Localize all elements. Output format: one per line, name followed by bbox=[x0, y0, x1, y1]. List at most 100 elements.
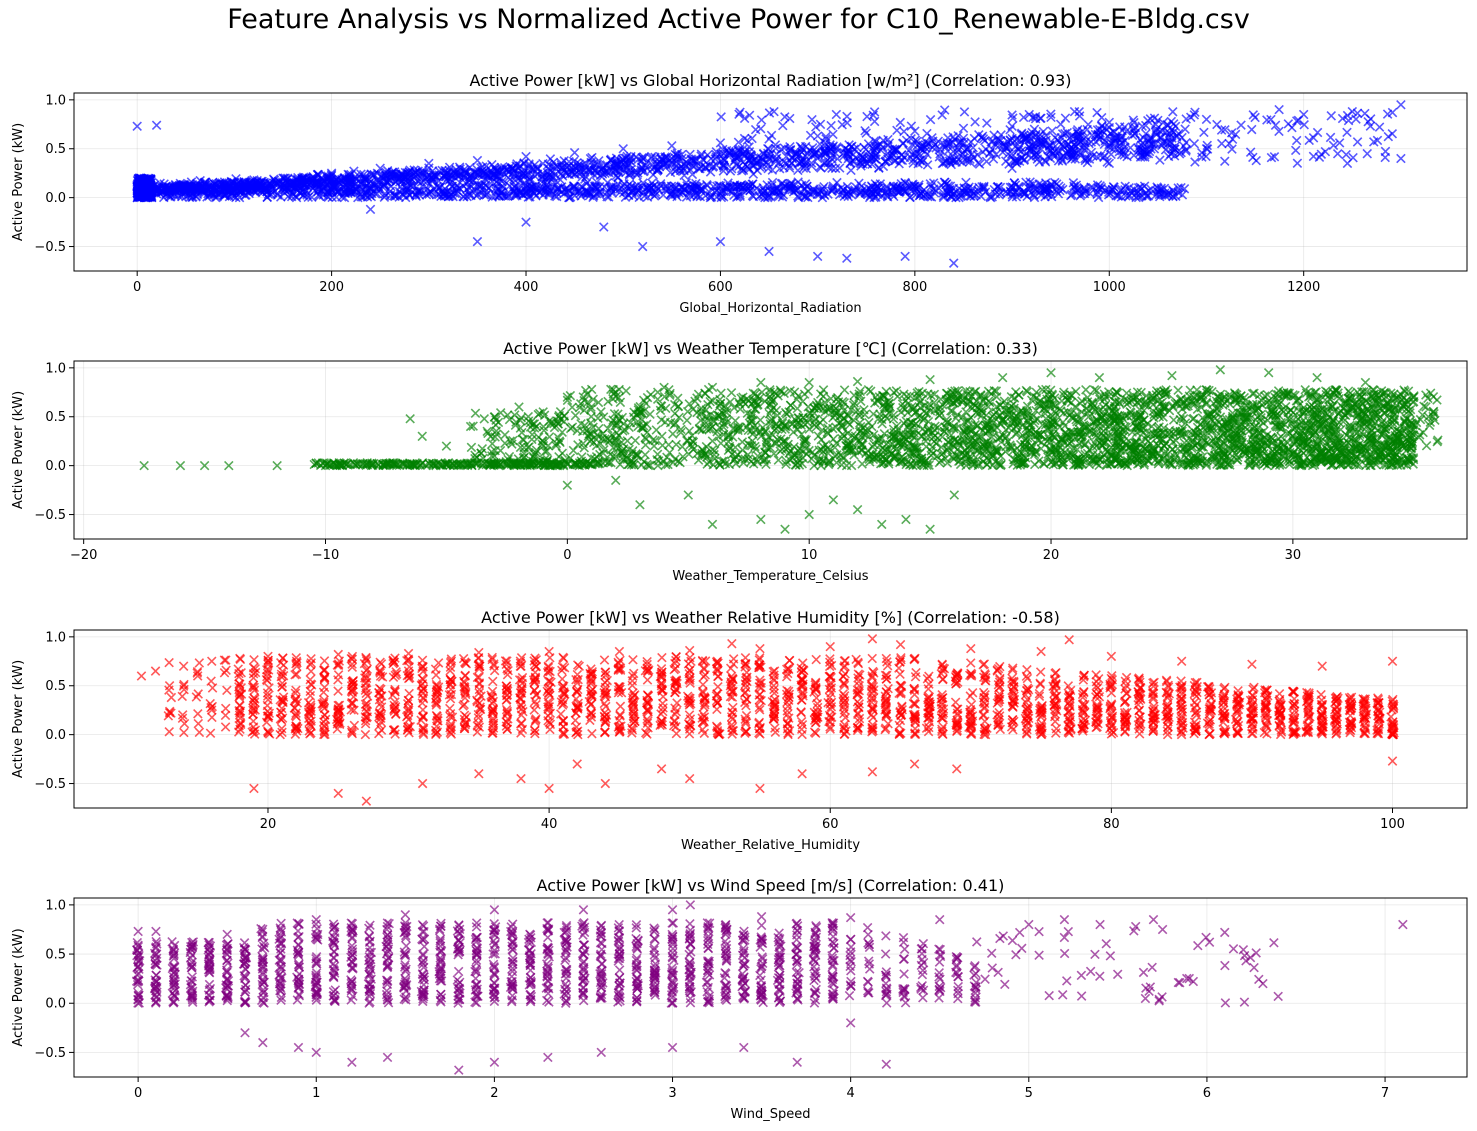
data-point bbox=[557, 427, 567, 437]
data-point bbox=[464, 162, 475, 173]
data-point bbox=[569, 147, 580, 158]
data-point bbox=[672, 148, 683, 159]
data-point bbox=[1069, 106, 1080, 117]
data-point bbox=[925, 114, 936, 125]
data-point bbox=[692, 190, 703, 201]
data-point bbox=[899, 126, 909, 137]
data-point bbox=[1246, 124, 1257, 135]
data-point bbox=[812, 251, 823, 262]
data-point bbox=[763, 163, 773, 174]
data-point bbox=[477, 187, 487, 198]
data-point bbox=[1060, 128, 1070, 139]
data-point bbox=[1024, 131, 1034, 142]
data-point bbox=[948, 258, 959, 268]
data-point bbox=[1152, 182, 1162, 192]
data-point bbox=[219, 191, 230, 201]
data-point bbox=[906, 121, 917, 131]
data-point bbox=[389, 189, 400, 200]
data-point bbox=[810, 148, 821, 158]
x-tick-label: 0 bbox=[133, 280, 141, 295]
data-point bbox=[1220, 156, 1230, 166]
data-point bbox=[265, 179, 275, 189]
data-point bbox=[1055, 119, 1066, 130]
data-point bbox=[842, 111, 852, 122]
data-point bbox=[993, 136, 1003, 146]
data-point bbox=[365, 204, 376, 215]
y-tick-label: −0.5 bbox=[34, 240, 66, 255]
data-point bbox=[1171, 191, 1181, 201]
data-point bbox=[970, 117, 980, 127]
data-point bbox=[900, 251, 910, 262]
data-point bbox=[716, 438, 726, 449]
data-point bbox=[1168, 107, 1178, 117]
data-point bbox=[826, 120, 836, 131]
data-point bbox=[1116, 192, 1127, 202]
data-point bbox=[1190, 157, 1200, 167]
data-point bbox=[521, 185, 531, 196]
data-point bbox=[955, 187, 965, 198]
data-point bbox=[898, 138, 909, 148]
data-point bbox=[646, 153, 656, 163]
data-point bbox=[706, 192, 717, 202]
data-point bbox=[472, 168, 483, 178]
data-point bbox=[1342, 127, 1352, 138]
data-point bbox=[272, 190, 283, 200]
data-point bbox=[1179, 184, 1190, 194]
data-point bbox=[719, 162, 729, 173]
data-point bbox=[621, 386, 631, 396]
data-point bbox=[487, 159, 497, 170]
data-point bbox=[431, 190, 442, 200]
scatter-series bbox=[132, 99, 1406, 268]
data-point bbox=[648, 169, 658, 180]
data-point bbox=[922, 128, 932, 139]
data-point bbox=[842, 253, 852, 264]
data-point bbox=[592, 168, 603, 179]
data-point bbox=[696, 149, 707, 159]
data-point bbox=[1031, 151, 1041, 161]
y-tick-label: 0.0 bbox=[45, 191, 66, 206]
subplot-1: 0 200 400 600 800 1000 1200−0.50.00.51.0Active… bbox=[11, 71, 1468, 316]
data-point bbox=[1250, 112, 1260, 123]
data-point bbox=[1041, 135, 1051, 145]
data-point bbox=[1216, 138, 1227, 149]
data-point bbox=[1292, 158, 1303, 169]
data-point bbox=[831, 109, 842, 120]
data-point bbox=[1007, 121, 1017, 132]
data-point bbox=[827, 163, 837, 173]
data-point bbox=[907, 149, 917, 160]
scatter-series bbox=[139, 365, 1443, 534]
x-tick-label: 1000 bbox=[1093, 280, 1126, 295]
data-point bbox=[1291, 135, 1302, 146]
data-point bbox=[455, 164, 465, 174]
data-point bbox=[151, 120, 162, 131]
data-point bbox=[568, 156, 579, 167]
y-tick-label: 0.5 bbox=[45, 142, 66, 157]
data-point bbox=[1308, 151, 1319, 162]
data-point bbox=[757, 161, 767, 172]
data-point bbox=[1251, 155, 1261, 166]
data-point bbox=[1158, 117, 1168, 128]
data-point bbox=[630, 435, 641, 446]
data-point bbox=[650, 189, 661, 200]
data-point bbox=[1014, 143, 1024, 154]
data-point bbox=[711, 152, 721, 162]
data-point bbox=[861, 144, 871, 155]
data-point bbox=[1155, 132, 1166, 142]
data-point bbox=[381, 175, 392, 186]
data-point bbox=[828, 129, 838, 140]
data-point bbox=[1362, 148, 1373, 159]
data-point bbox=[987, 192, 997, 202]
x-tick-label: 200 bbox=[319, 280, 344, 295]
data-point bbox=[1096, 112, 1107, 123]
data-point bbox=[600, 168, 610, 179]
data-point bbox=[1199, 127, 1209, 138]
data-point bbox=[1316, 149, 1327, 160]
data-point bbox=[379, 192, 390, 203]
data-point bbox=[764, 134, 774, 144]
data-point bbox=[1325, 132, 1336, 143]
data-point bbox=[750, 124, 761, 135]
data-point bbox=[812, 186, 822, 197]
data-point bbox=[705, 167, 716, 177]
data-point bbox=[665, 189, 676, 200]
